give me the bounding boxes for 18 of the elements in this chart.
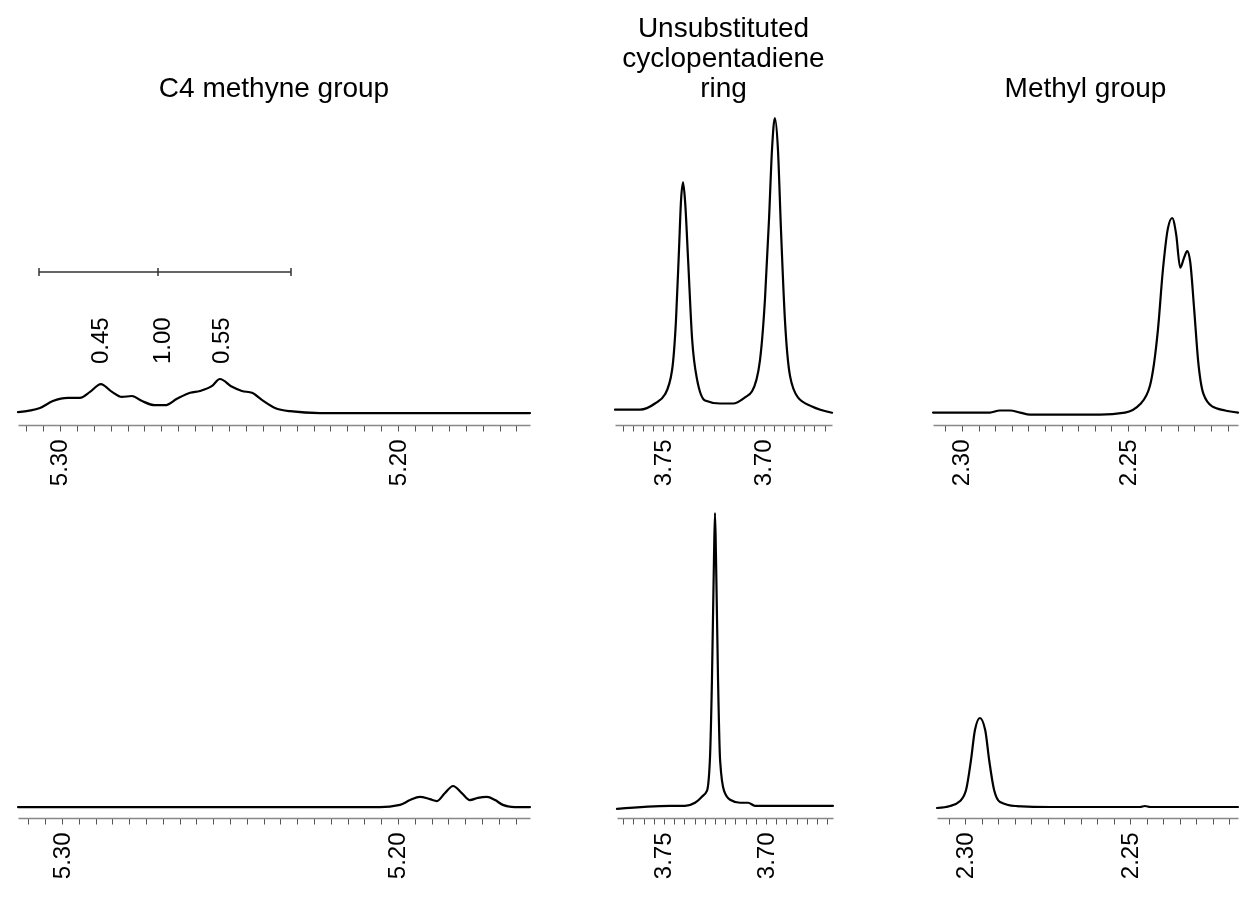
x-tick-label: 2.25 <box>1113 439 1141 487</box>
x-tick-label: 5.20 <box>383 439 411 487</box>
x-tick-label: 5.30 <box>47 832 75 880</box>
text: 0.45 <box>86 317 113 364</box>
x-tick-label: 2.30 <box>947 439 975 487</box>
x-tick-label: 5.20 <box>383 832 411 880</box>
x-tick-label: 2.30 <box>950 832 978 880</box>
x-tick-label: 3.70 <box>749 439 777 487</box>
chart-title: C4 methyne group <box>158 72 390 103</box>
text: 1.00 <box>148 317 175 364</box>
x-tick-label: 3.70 <box>751 832 779 880</box>
text: 0.55 <box>207 317 234 364</box>
chart-title: Unsubstituted cyclopentadiene ring <box>622 12 825 103</box>
x-tick-label: 2.25 <box>1115 832 1143 880</box>
x-tick-label: 5.30 <box>45 439 73 487</box>
chart-title: Methyl group <box>1004 72 1167 103</box>
x-tick-label: 3.75 <box>649 832 677 880</box>
x-tick-label: 3.75 <box>648 439 676 487</box>
